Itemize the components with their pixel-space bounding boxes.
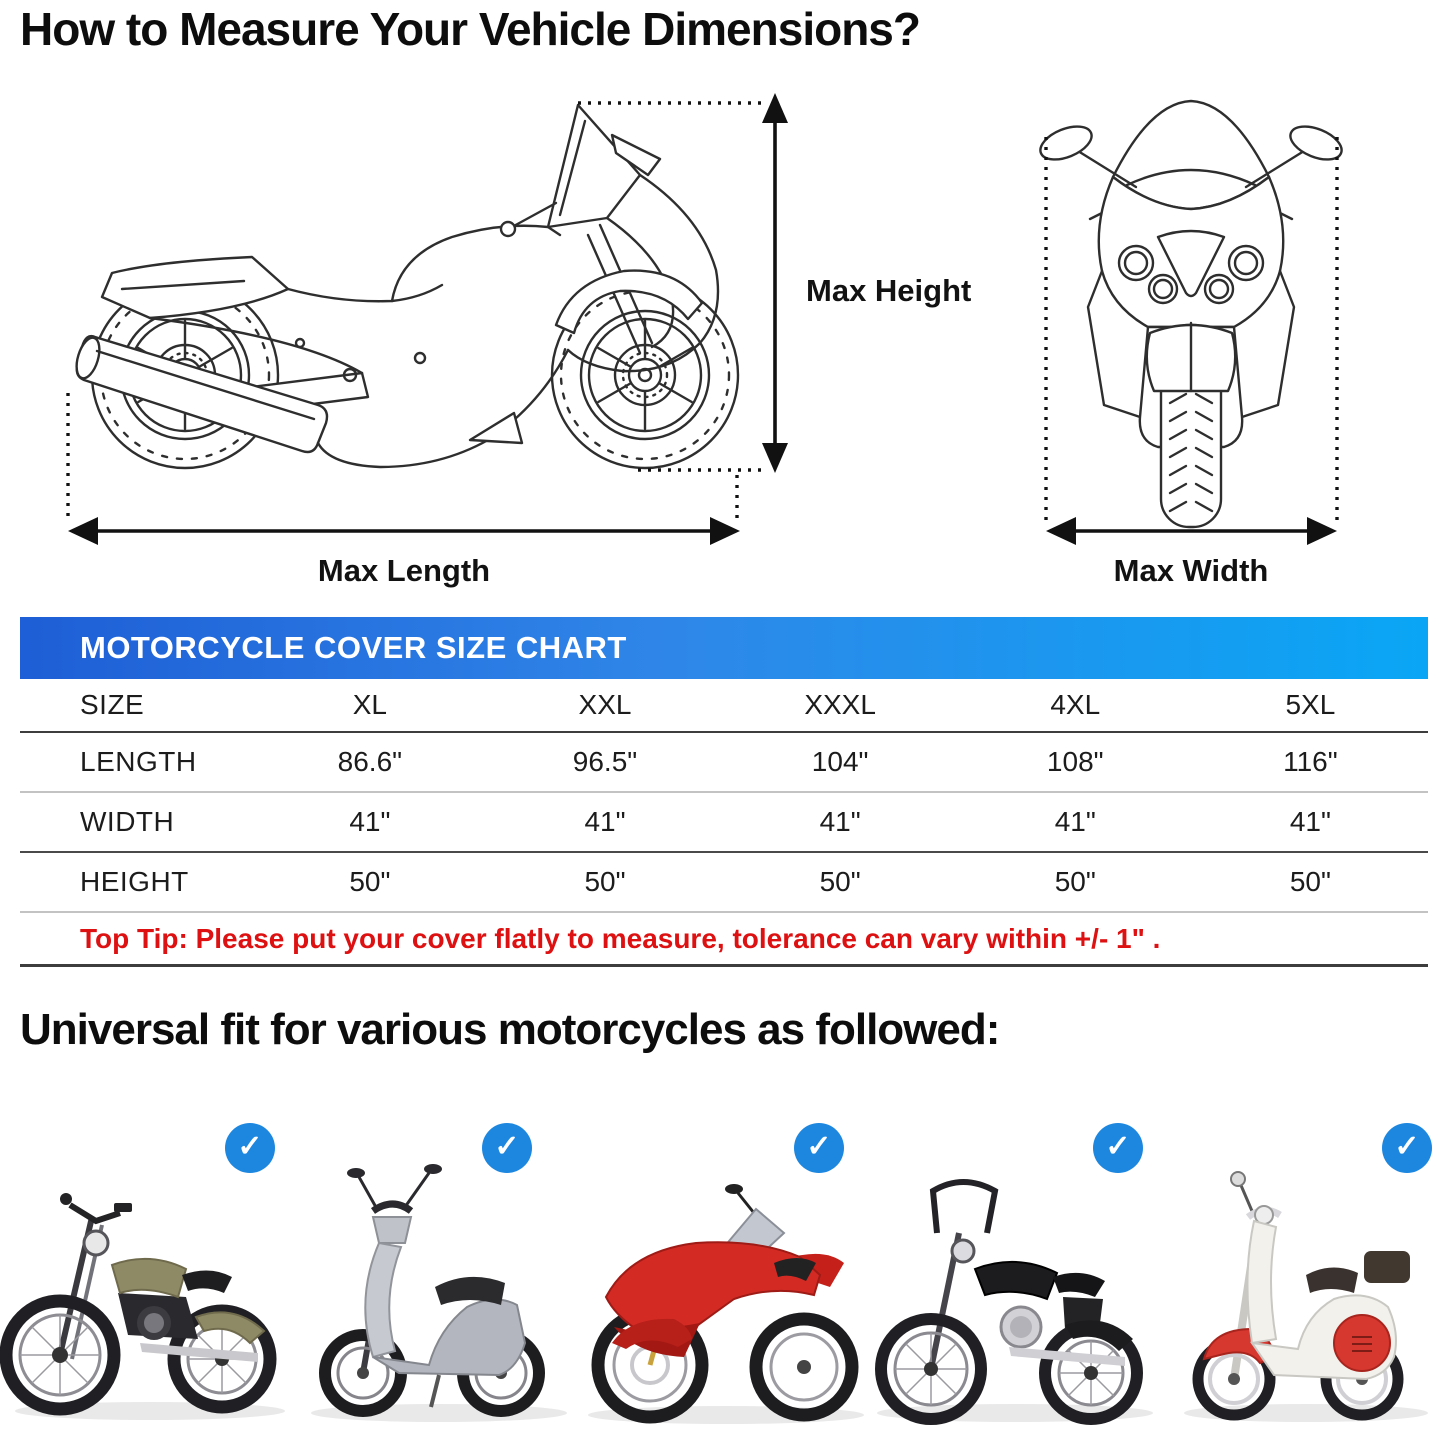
- bike-photo-scooter-gray: [311, 1164, 567, 1422]
- cell: 104": [811, 746, 869, 777]
- bike-photo-sport-bike-red: [588, 1184, 864, 1424]
- motorcycle-gallery: ✓: [0, 1118, 1445, 1433]
- cell: 96.5": [572, 746, 638, 777]
- row-label: SIZE: [80, 689, 145, 720]
- table-row-height: HEIGHT 50" 50" 50" 50" 50": [20, 851, 1428, 911]
- motorcycle-side-view-icon: [75, 103, 740, 470]
- size-chart: MOTORCYCLE COVER SIZE CHART SIZE XL XXL …: [20, 617, 1428, 967]
- max-width-label: Max Width: [1114, 553, 1269, 588]
- check-badge: ✓: [1382, 1123, 1432, 1173]
- bike-photo-cruiser-olive: [0, 1193, 285, 1420]
- gallery-item-classic-scooter-red-white: ✓: [1156, 1118, 1445, 1433]
- size-chart-title: MOTORCYCLE COVER SIZE CHART: [80, 630, 627, 665]
- cell: 41": [349, 806, 391, 837]
- row-label: WIDTH: [80, 806, 175, 837]
- cell: 50": [1289, 866, 1331, 897]
- cell: 50": [819, 866, 861, 897]
- gallery-item-cruiser-black: ✓: [867, 1118, 1156, 1433]
- size-chart-tip: Top Tip: Please put your cover flatly to…: [20, 911, 1428, 967]
- motorcycle-front-view-icon: [1039, 99, 1343, 529]
- max-length-label: Max Length: [318, 553, 490, 588]
- check-badge: ✓: [794, 1123, 844, 1173]
- check-icon: ✓: [1105, 1130, 1131, 1163]
- gallery-item-cruiser-olive: ✓: [0, 1118, 289, 1433]
- check-icon: ✓: [494, 1130, 520, 1163]
- cell: 50": [349, 866, 391, 897]
- cell: 50": [584, 866, 626, 897]
- check-icon: ✓: [806, 1130, 832, 1163]
- cell: 4XL: [1050, 689, 1101, 720]
- check-icon: ✓: [237, 1130, 263, 1163]
- cell: 108": [1046, 746, 1104, 777]
- gallery-item-sport-bike-red: ✓: [578, 1118, 867, 1433]
- cell: 50": [1054, 866, 1096, 897]
- table-row-width: WIDTH 41" 41" 41" 41" 41": [20, 791, 1428, 851]
- check-badge: ✓: [482, 1123, 532, 1173]
- measurement-diagram: Max Height Max Length Max Width: [66, 93, 1343, 588]
- cell: 41": [819, 806, 861, 837]
- cell: 41": [1054, 806, 1096, 837]
- cell: 86.6": [337, 746, 403, 777]
- table-row-length: LENGTH 86.6" 96.5" 104" 108" 116": [20, 731, 1428, 791]
- cell: XXL: [578, 689, 632, 720]
- cell: XL: [352, 689, 387, 720]
- gallery-item-scooter-gray: ✓: [289, 1118, 578, 1433]
- row-label: HEIGHT: [80, 866, 189, 897]
- cell: 5XL: [1285, 689, 1336, 720]
- check-icon: ✓: [1394, 1130, 1420, 1163]
- bike-photo-classic-scooter-red-white: [1184, 1171, 1428, 1422]
- size-chart-header: MOTORCYCLE COVER SIZE CHART: [20, 617, 1428, 679]
- row-label: LENGTH: [80, 746, 197, 777]
- max-height-label: Max Height: [806, 273, 971, 308]
- cell: 41": [1289, 806, 1331, 837]
- table-row-size: SIZE XL XXL XXXL 4XL 5XL: [20, 679, 1428, 731]
- dimension-annotations: Max Height Max Length Max Width: [66, 93, 1339, 588]
- check-badge: ✓: [1093, 1123, 1143, 1173]
- cell: 116": [1283, 746, 1338, 777]
- bike-photo-cruiser-black: [875, 1179, 1153, 1425]
- page-title: How to Measure Your Vehicle Dimensions?: [20, 3, 921, 55]
- cell: 41": [584, 806, 626, 837]
- universal-fit-heading: Universal fit for various motorcycles as…: [20, 1005, 1000, 1054]
- check-badge: ✓: [225, 1123, 275, 1173]
- cell: XXXL: [804, 689, 876, 720]
